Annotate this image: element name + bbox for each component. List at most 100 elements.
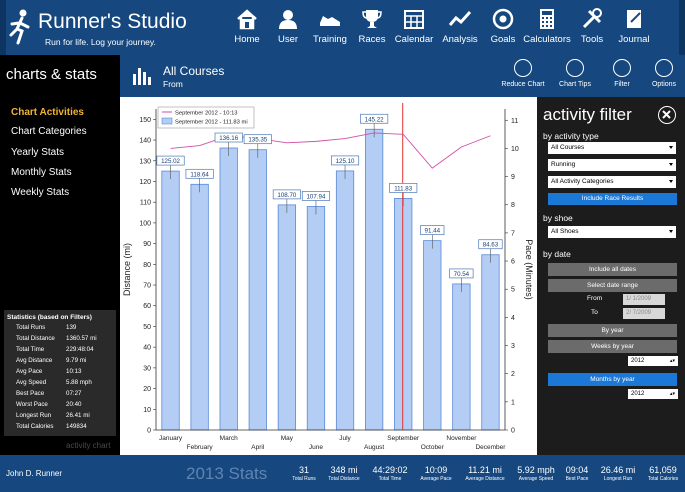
category-select-value: All Activity Categories bbox=[551, 178, 614, 185]
include-all-dates-button[interactable]: Include all dates bbox=[548, 263, 677, 276]
from-label: From bbox=[587, 295, 603, 302]
legend-bar-swatch bbox=[161, 117, 173, 125]
data-label: 70.54 bbox=[454, 271, 470, 278]
right-expand-tab[interactable] bbox=[679, 0, 685, 55]
nav-calendar[interactable]: Calendar bbox=[392, 0, 436, 55]
filter-button[interactable]: Filter bbox=[604, 59, 640, 88]
close-filter-button[interactable] bbox=[658, 106, 676, 124]
by-year-button[interactable]: By year bbox=[548, 324, 677, 337]
nav-goals[interactable]: Goals bbox=[484, 0, 522, 55]
nav-calculators[interactable]: Calculators bbox=[522, 0, 572, 55]
lightbulb-icon bbox=[566, 59, 584, 77]
bottom-stat-label: Average Distance bbox=[465, 476, 505, 482]
calculator-icon bbox=[540, 9, 554, 29]
category-select[interactable]: All Activity Categories bbox=[548, 176, 676, 188]
left-expand-tab[interactable] bbox=[0, 0, 6, 55]
sub-header: charts & stats All Courses From Reduce C… bbox=[0, 55, 685, 97]
bottom-stat-label: Longest Run bbox=[603, 476, 633, 482]
journal-icon bbox=[627, 10, 641, 28]
chevron-down-icon bbox=[669, 180, 673, 183]
stat-value: 10:13 bbox=[66, 368, 82, 375]
select-date-range-button[interactable]: Select date range bbox=[548, 279, 677, 292]
x-tick-label: June bbox=[309, 444, 323, 451]
by-date-label: by date bbox=[543, 249, 571, 259]
course-select[interactable]: All Courses bbox=[548, 142, 676, 154]
months-by-year-button[interactable]: Months by year bbox=[548, 373, 677, 386]
menu-weekly-stats[interactable]: Weekly Stats bbox=[11, 187, 70, 198]
bottom-stat-label: Average Pace bbox=[420, 476, 452, 482]
include-race-results-button[interactable]: Include Race Results bbox=[548, 193, 677, 205]
x-tick-label: April bbox=[251, 444, 265, 451]
nav-journal[interactable]: Journal bbox=[612, 0, 656, 55]
chart-bar bbox=[277, 204, 296, 431]
stat-label: Total Distance bbox=[16, 335, 55, 342]
reduce-chart-icon bbox=[514, 59, 532, 77]
menu-monthly-stats[interactable]: Monthly Stats bbox=[11, 167, 72, 178]
chevron-down-icon bbox=[669, 230, 673, 233]
x-tick-label: January bbox=[159, 435, 183, 442]
chart-tips-button[interactable]: Chart Tips bbox=[554, 59, 596, 88]
stat-row: Avg Pace 10:13 bbox=[4, 368, 116, 378]
nav-analysis-label: Analysis bbox=[442, 34, 478, 45]
menu-yearly-stats[interactable]: Yearly Stats bbox=[11, 147, 64, 158]
y-tick-label: 70 bbox=[143, 283, 151, 290]
options-label: Options bbox=[651, 81, 677, 88]
nav-analysis[interactable]: Analysis bbox=[436, 0, 484, 55]
stat-row: Avg Distance 9.79 mi bbox=[4, 357, 116, 367]
stat-row: Worst Pace 20:40 bbox=[4, 401, 116, 411]
weeks-year-value: 2012 bbox=[631, 357, 645, 364]
data-label: 145.22 bbox=[365, 116, 384, 123]
stat-row: Total Time 229:48:04 bbox=[4, 346, 116, 356]
activity-chart: 0102030405060708090100110120130140150012… bbox=[122, 103, 534, 451]
shoe-icon bbox=[320, 16, 340, 26]
data-label: 125.10 bbox=[336, 158, 355, 165]
menu-chart-activities[interactable]: Chart Activities bbox=[11, 107, 84, 118]
y2-tick-label: 9 bbox=[511, 174, 515, 181]
y2-axis-label: Pace (Minutes) bbox=[524, 239, 534, 300]
chart-bar bbox=[364, 128, 384, 431]
chevron-down-icon bbox=[669, 146, 673, 149]
nav-home[interactable]: Home bbox=[226, 0, 268, 55]
nav-training[interactable]: Training bbox=[308, 0, 352, 55]
to-date-input[interactable]: 2/ 7/2009 bbox=[623, 308, 665, 319]
app-title: Runner's Studio bbox=[38, 10, 187, 33]
course-select-value: All Courses bbox=[551, 144, 585, 151]
bottom-stat: 31 Total Runs bbox=[286, 465, 322, 482]
stat-value: 139 bbox=[66, 324, 77, 331]
reduce-chart-button[interactable]: Reduce Chart bbox=[498, 59, 548, 88]
filter-icon bbox=[613, 59, 631, 77]
weeks-year-stepper[interactable]: 2012 ▴▾ bbox=[628, 356, 678, 366]
stat-row: Total Calories 149834 bbox=[4, 423, 116, 433]
chart-bar bbox=[190, 183, 209, 431]
menu-chart-categories[interactable]: Chart Categories bbox=[11, 126, 87, 137]
bottom-stat-value: 5.92 mph bbox=[517, 465, 555, 475]
y-tick-label: 150 bbox=[139, 117, 151, 124]
calendar-icon bbox=[404, 10, 424, 29]
nav-races[interactable]: Races bbox=[352, 0, 392, 55]
chart-from: From bbox=[163, 79, 183, 89]
weeks-by-year-button[interactable]: Weeks by year bbox=[548, 340, 677, 353]
nav-user[interactable]: User bbox=[268, 0, 308, 55]
stat-row: Total Distance 1360.57 mi bbox=[4, 335, 116, 345]
options-button[interactable]: Options bbox=[646, 59, 682, 88]
chart-bar bbox=[423, 240, 442, 431]
y-tick-label: 40 bbox=[143, 345, 151, 352]
bottom-stat: 348 mi Total Distance bbox=[322, 465, 366, 482]
y-tick-label: 10 bbox=[143, 407, 151, 414]
gear-icon bbox=[655, 59, 673, 77]
y-tick-label: 110 bbox=[140, 200, 151, 207]
months-year-stepper[interactable]: 2012 ▴▾ bbox=[628, 389, 678, 399]
activity-type-select[interactable]: Running bbox=[548, 159, 676, 171]
by-shoe-label: by shoe bbox=[543, 213, 573, 223]
shoe-select[interactable]: All Shoes bbox=[548, 226, 676, 238]
from-date-input[interactable]: 1/ 1/2009 bbox=[623, 294, 665, 305]
chart-bar bbox=[219, 147, 238, 431]
data-label-box bbox=[243, 134, 272, 145]
data-label-box bbox=[156, 155, 185, 166]
y-tick-label: 50 bbox=[143, 324, 151, 331]
y2-tick-label: 7 bbox=[511, 230, 515, 237]
nav-tools[interactable]: Tools bbox=[572, 0, 612, 55]
x-tick-label: August bbox=[364, 444, 384, 451]
y2-tick-label: 4 bbox=[511, 315, 515, 322]
bottom-stat-value: 09:04 bbox=[565, 465, 589, 475]
